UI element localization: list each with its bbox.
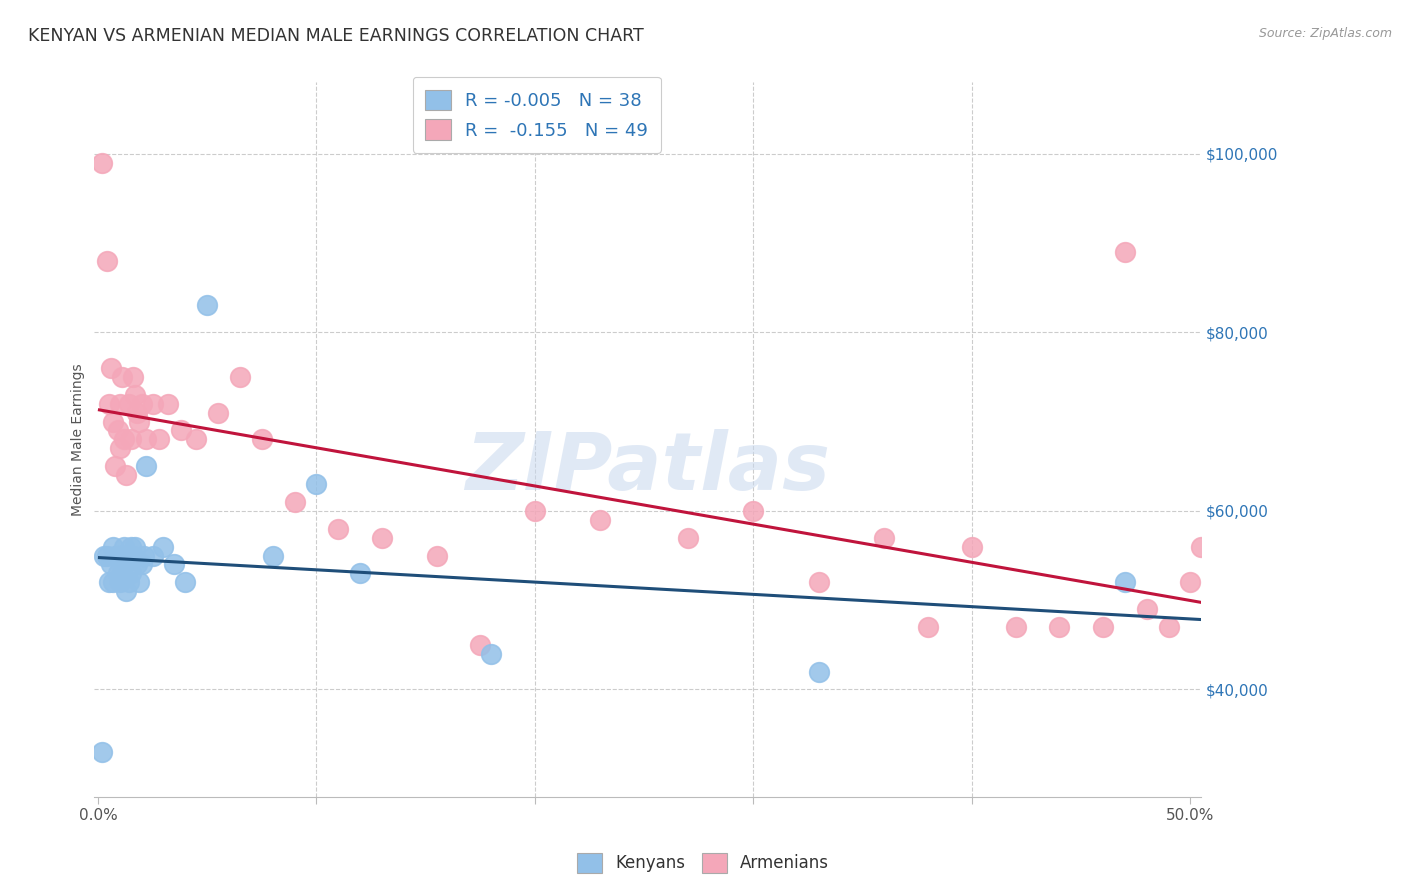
Point xyxy=(108,549,131,563)
Legend: R = -0.005   N = 38, R =  -0.155   N = 49: R = -0.005 N = 38, R = -0.155 N = 49 xyxy=(413,77,661,153)
Point xyxy=(152,540,174,554)
Point xyxy=(97,575,120,590)
Point xyxy=(371,531,394,545)
Point xyxy=(1114,575,1136,590)
Point xyxy=(163,558,186,572)
Point xyxy=(103,575,125,590)
Point xyxy=(104,459,127,474)
Point xyxy=(96,253,118,268)
Point xyxy=(111,370,134,384)
Point xyxy=(97,397,120,411)
Point xyxy=(96,549,118,563)
Text: ZIPatlas: ZIPatlas xyxy=(465,429,830,507)
Point xyxy=(91,745,114,759)
Point xyxy=(120,433,142,447)
Point xyxy=(112,558,135,572)
Point xyxy=(305,477,328,491)
Point xyxy=(807,575,830,590)
Point xyxy=(1180,575,1202,590)
Point xyxy=(1136,602,1159,616)
Point xyxy=(103,540,125,554)
Point xyxy=(207,406,229,420)
Point xyxy=(107,424,129,438)
Point xyxy=(111,566,134,581)
Point xyxy=(426,549,449,563)
Point xyxy=(807,665,830,679)
Point xyxy=(142,397,165,411)
Point xyxy=(124,388,146,402)
Point xyxy=(742,504,765,518)
Point xyxy=(107,566,129,581)
Point xyxy=(284,495,307,509)
Point xyxy=(117,575,139,590)
Point xyxy=(93,549,115,563)
Point xyxy=(470,638,492,652)
Point xyxy=(1091,620,1114,634)
Point xyxy=(917,620,939,634)
Point xyxy=(115,549,138,563)
Point xyxy=(100,361,122,376)
Point xyxy=(1114,244,1136,259)
Point xyxy=(156,397,179,411)
Point xyxy=(229,370,252,384)
Point xyxy=(195,298,218,312)
Point xyxy=(108,397,131,411)
Point xyxy=(589,513,612,527)
Point xyxy=(122,370,145,384)
Point xyxy=(117,397,139,411)
Point xyxy=(120,540,142,554)
Point xyxy=(523,504,546,518)
Point xyxy=(124,540,146,554)
Point xyxy=(262,549,284,563)
Point xyxy=(131,397,153,411)
Point xyxy=(349,566,371,581)
Point xyxy=(186,433,208,447)
Point xyxy=(128,415,150,429)
Text: Source: ZipAtlas.com: Source: ZipAtlas.com xyxy=(1258,27,1392,40)
Point xyxy=(108,442,131,456)
Y-axis label: Median Male Earnings: Median Male Earnings xyxy=(72,363,86,516)
Point xyxy=(676,531,699,545)
Point xyxy=(122,549,145,563)
Point xyxy=(131,558,153,572)
Point xyxy=(127,558,149,572)
Point xyxy=(100,558,122,572)
Point xyxy=(135,433,157,447)
Point xyxy=(115,468,138,483)
Point xyxy=(142,549,165,563)
Point xyxy=(1189,540,1212,554)
Point xyxy=(479,647,502,661)
Point xyxy=(873,531,896,545)
Text: KENYAN VS ARMENIAN MEDIAN MALE EARNINGS CORRELATION CHART: KENYAN VS ARMENIAN MEDIAN MALE EARNINGS … xyxy=(28,27,644,45)
Point xyxy=(112,540,135,554)
Point xyxy=(250,433,273,447)
Point xyxy=(104,549,127,563)
Point xyxy=(132,549,155,563)
Point xyxy=(103,415,125,429)
Point xyxy=(960,540,983,554)
Point xyxy=(128,575,150,590)
Point xyxy=(91,155,114,169)
Point xyxy=(112,433,135,447)
Point xyxy=(108,575,131,590)
Point xyxy=(127,406,149,420)
Legend: Kenyans, Armenians: Kenyans, Armenians xyxy=(571,847,835,880)
Point xyxy=(135,459,157,474)
Point xyxy=(1047,620,1070,634)
Point xyxy=(1004,620,1026,634)
Point xyxy=(174,575,197,590)
Point xyxy=(120,566,142,581)
Point xyxy=(148,433,170,447)
Point xyxy=(107,549,129,563)
Point xyxy=(170,424,193,438)
Point xyxy=(328,522,350,536)
Point xyxy=(115,584,138,599)
Point xyxy=(1157,620,1180,634)
